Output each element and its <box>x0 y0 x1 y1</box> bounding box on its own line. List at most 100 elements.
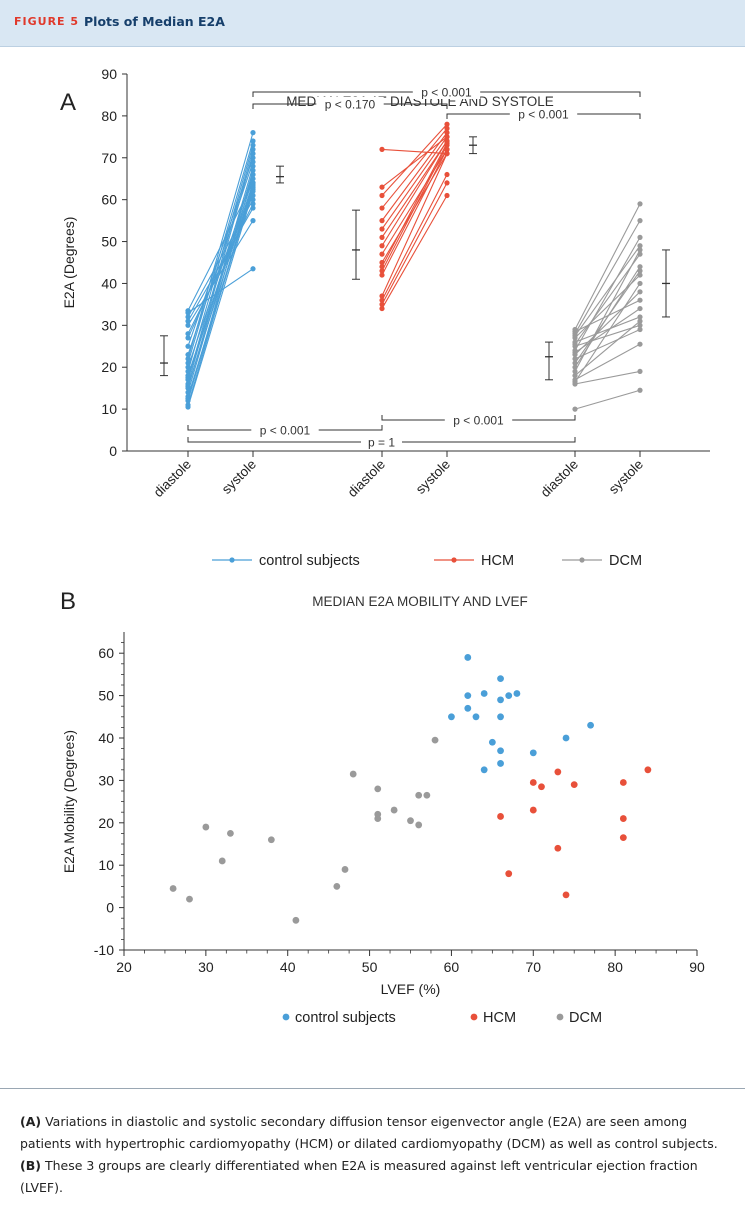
panel-a-diastole-point <box>379 301 385 307</box>
panel-b-scatter-point <box>341 866 349 873</box>
panel-a-systole-point <box>250 171 256 178</box>
panel-a-x-tick-label: systole <box>606 457 646 497</box>
panel-a-systole-point <box>250 150 256 157</box>
panel-a-y-tick-label: 80 <box>101 108 117 124</box>
panel-a-diastole-point <box>185 364 191 370</box>
panel-b-scatter-point <box>497 675 504 683</box>
panel-a-pair-line <box>574 291 641 356</box>
panel-a-pair-line <box>381 128 448 209</box>
panel-a-systole-point <box>637 297 643 303</box>
panel-b-scatter-point <box>464 704 472 712</box>
panel-a-systole-point <box>250 130 256 136</box>
panel-b-scatter-point <box>169 885 177 892</box>
panel-a-systole-point <box>250 266 256 272</box>
panel-a-legend-label: control subjects <box>259 553 360 569</box>
panel-a-systole-point <box>250 192 256 199</box>
panel-a-diastole-point <box>379 192 385 199</box>
panel-b-x-tick-label: 70 <box>525 959 541 975</box>
panel-a-pair-line <box>187 174 254 368</box>
panel-a-systole-point <box>444 150 450 157</box>
panel-a-diastole-point <box>185 368 191 375</box>
panel-b-scatter-point <box>570 781 578 789</box>
panel-a-y-label: E2A (Degrees) <box>61 217 77 309</box>
panel-a-diastole-point <box>185 381 191 387</box>
panel-a-significance-label-bg <box>509 107 578 121</box>
panel-a-systole-point <box>250 167 256 173</box>
panel-a-pair-line <box>574 266 641 368</box>
panel-a-y-tick-label: 40 <box>101 275 117 291</box>
panel-a-diastole-point <box>572 379 578 385</box>
panel-a-pair-line <box>187 157 254 347</box>
panel-a-letter: A <box>60 89 76 116</box>
panel-a-pair-line <box>187 184 254 387</box>
panel-a-diastole-point <box>379 305 385 312</box>
panel-a-diastole-point <box>379 234 385 240</box>
panel-b-scatter-point <box>644 766 652 774</box>
panel-a-y-tick-label: 30 <box>101 317 117 333</box>
panel-a-systole-point <box>444 130 450 136</box>
panel-a-diastole-point <box>572 349 578 356</box>
panel-a-pair-line <box>187 268 254 314</box>
panel-a-diastole-point <box>185 352 191 358</box>
panel-a-x-tick-label: diastole <box>538 457 582 501</box>
panel-a-significance-label: p < 0.001 <box>260 424 311 438</box>
panel-a-pair-line <box>381 149 448 255</box>
panel-b-scatter-point <box>480 766 488 774</box>
panel-a-diastole-point <box>572 406 578 412</box>
panel-b-scatter-point <box>529 806 537 814</box>
panel-b-x-label: LVEF (%) <box>381 981 441 997</box>
panel-b-scatter-point <box>390 806 398 814</box>
panel-b-scatter-point <box>480 690 488 697</box>
panel-a-pair-line <box>187 199 254 318</box>
panel-b-scatter-point <box>505 692 513 699</box>
panel-b-y-tick-label: 30 <box>98 772 114 788</box>
panel-b-y-tick-label: 50 <box>98 688 114 704</box>
panel-a-legend-label: DCM <box>609 553 642 569</box>
panel-a-pair-line <box>187 203 254 334</box>
panel-b-x-tick-label: 50 <box>362 959 378 975</box>
panel-b-scatter-point <box>415 791 423 799</box>
panel-b-scatter-point <box>227 830 234 837</box>
figure-charts: A B MEDIAN E2A AT DIASTOLE AND SYSTOLEE2… <box>60 66 710 1026</box>
panel-a-x-tick-label: diastole <box>345 457 389 501</box>
panel-a-y-tick-label: 70 <box>101 150 117 166</box>
panel-a-diastole-point <box>185 402 191 408</box>
panel-b-scatter-point <box>472 713 480 721</box>
panel-b-scatter-point <box>497 760 504 767</box>
panel-a-systole-point <box>637 201 643 207</box>
panel-a-significance-label: p = 1 <box>368 436 395 450</box>
panel-a-pair-line <box>381 148 448 155</box>
panel-a-significance-label-bg <box>444 413 513 427</box>
panel-a-systole-point <box>444 192 450 199</box>
panel-a-systole-point <box>637 305 643 312</box>
panel-a-systole-point <box>444 138 450 144</box>
panel-a-pair-line <box>187 220 254 326</box>
panel-a-systole-point <box>444 125 450 132</box>
panel-a-systole-point <box>637 326 643 333</box>
panel-a-systole-point <box>637 268 643 274</box>
panel-a-pair-line <box>187 178 254 376</box>
panel-a-pair-line <box>381 153 448 263</box>
panel-a-systole-point <box>250 218 256 224</box>
panel-b-scatter-point <box>529 749 537 757</box>
panel-a-systole-point <box>637 322 643 328</box>
panel-a-y-tick-label: 10 <box>101 401 117 417</box>
panel-a-systole-point <box>637 314 643 320</box>
panel-a-systole-point <box>637 243 643 249</box>
panel-b-scatter-point <box>529 779 537 786</box>
panel-a-y-tick-label: 0 <box>109 443 117 459</box>
panel-a-diastole-point <box>572 368 578 375</box>
panel-b-scatter-point <box>415 821 423 829</box>
panel-a-systole-point <box>637 289 643 295</box>
panel-a-significance-label-bg <box>412 85 481 99</box>
panel-a-diastole-point <box>185 318 191 324</box>
panel-a-pair-line <box>574 237 641 351</box>
panel-b-scatter-point <box>497 747 504 755</box>
panel-a-pair-line <box>574 283 641 383</box>
panel-a-pair-line <box>381 195 448 309</box>
panel-a-systole-point <box>637 234 643 240</box>
panel-a-diastole-point <box>379 297 385 303</box>
panel-b-scatter-point <box>554 768 562 776</box>
panel-a-pair-line <box>381 140 448 247</box>
panel-a-diastole-point <box>185 331 191 337</box>
